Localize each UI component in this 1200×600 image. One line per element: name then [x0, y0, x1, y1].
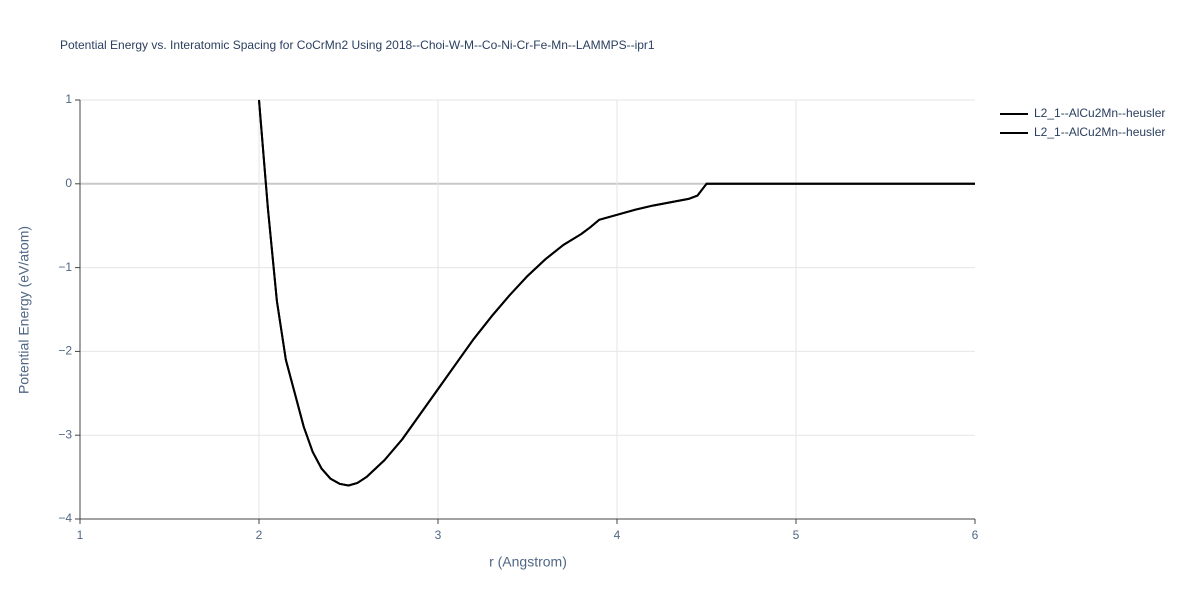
y-tick-label: −2 — [58, 344, 72, 358]
chart-title: Potential Energy vs. Interatomic Spacing… — [60, 38, 655, 52]
x-tick-label: 6 — [972, 528, 979, 542]
series-line — [258, 99, 975, 487]
y-tick-label: −4 — [58, 511, 72, 525]
x-tick-label: 1 — [77, 528, 84, 542]
x-tick-label: 2 — [256, 528, 263, 542]
y-tick-label: 1 — [65, 92, 72, 106]
x-tick-label: 3 — [435, 528, 442, 542]
y-axis-title: Potential Energy (eV/atom) — [16, 226, 32, 394]
legend-label: L2_1--AlCu2Mn--heusler — [1034, 125, 1165, 139]
x-axis-title: r (Angstrom) — [489, 554, 567, 570]
x-tick-label: 5 — [793, 528, 800, 542]
y-tick-label: −1 — [58, 260, 72, 274]
x-tick-label: 4 — [614, 528, 621, 542]
y-tick-label: −3 — [58, 427, 72, 441]
legend-label: L2_1--AlCu2Mn--heusler — [1034, 106, 1165, 120]
legend: L2_1--AlCu2Mn--heusler L2_1--AlCu2Mn--heu… — [1000, 106, 1165, 139]
y-tick-label: 0 — [65, 176, 72, 190]
grid — [80, 99, 975, 519]
plot-area — [258, 99, 975, 487]
